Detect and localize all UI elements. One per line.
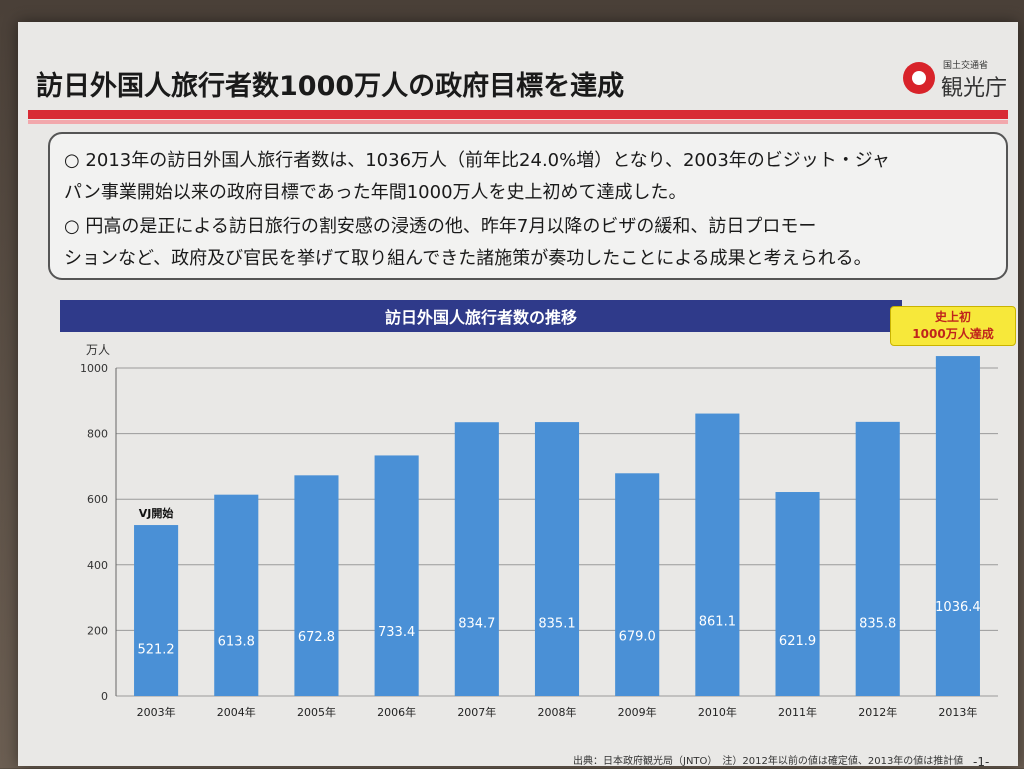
bar-value-label: 733.4 [378, 625, 415, 640]
callout-line-2: 1000万人達成 [912, 327, 994, 341]
bar [374, 455, 419, 696]
bar-value-label: 672.8 [298, 630, 335, 645]
x-tick-label: 2013年 [938, 705, 977, 719]
agency-logo: 国土交通省 観光庁 [903, 52, 1013, 104]
y-tick-label: 1000 [80, 362, 108, 375]
bar [134, 525, 179, 696]
page-number: -1- [973, 755, 990, 769]
summary-line: ションなど、政府及び官民を挙げて取り組んできた諸施策が奏功したことによる成果と考… [64, 248, 872, 269]
x-tick-label: 2007年 [457, 705, 496, 719]
title-rule [28, 110, 1008, 119]
summary-line: パン事業開始以来の政府目標であった年間1000万人を史上初めて達成した。 [64, 182, 687, 203]
bar-value-label: 835.1 [538, 617, 575, 632]
y-tick-label: 0 [101, 690, 108, 703]
bar [534, 422, 580, 696]
y-tick-label: 800 [87, 428, 108, 441]
slide-page: 訪日外国人旅行者数1000万人の政府目標を達成 国土交通省 観光庁 ○ 2013… [18, 22, 1018, 769]
y-tick-label: 600 [87, 493, 108, 506]
bar-value-label: 613.8 [218, 635, 255, 650]
bar [454, 422, 499, 696]
x-tick-label: 2012年 [858, 705, 897, 719]
bar-value-label: 521.2 [137, 642, 174, 657]
x-tick-label: 2009年 [618, 705, 657, 719]
y-axis-unit: 万人 [86, 343, 110, 357]
page-title: 訪日外国人旅行者数1000万人の政府目標を達成 [36, 71, 625, 102]
summary-line: ○ 円高の是正による訪日旅行の割安感の浸透の他、昨年7月以降のビザの緩和、訪日プ… [64, 216, 817, 237]
y-tick-label: 400 [87, 559, 108, 572]
logo-agency-name: 観光庁 [941, 76, 1008, 101]
vj-start-annotation: VJ開始 [139, 506, 174, 520]
title-rule-accent [28, 120, 1008, 124]
chart-title-banner: 訪日外国人旅行者数の推移 [60, 300, 902, 332]
bar [775, 492, 820, 696]
x-tick-label: 2004年 [217, 705, 256, 719]
logo-ministry-text: 国土交通省 [943, 61, 989, 71]
y-tick-label: 200 [87, 624, 108, 637]
x-tick-label: 2005年 [297, 705, 336, 719]
record-callout: 史上初 1000万人達成 [890, 306, 1016, 346]
source-note: 出典：日本政府観光局（JNTO） 注）2012年以前の値は確定値、2013年の値… [573, 756, 964, 767]
bar [695, 413, 740, 696]
logo-mark-icon [903, 62, 935, 94]
x-tick-label: 2003年 [137, 705, 176, 719]
x-tick-label: 2008年 [538, 705, 577, 719]
visitor-bar-chart: 万人 0 200 400 600 800 1000 521.2 2003年 VJ開始 613.8 20… [80, 343, 998, 719]
bar-value-label: 1036.4 [935, 600, 981, 615]
bar-value-label: 679.0 [619, 629, 656, 644]
x-tick-label: 2011年 [778, 705, 817, 719]
x-tick-label: 2006年 [377, 705, 416, 719]
bar-value-label: 621.9 [779, 634, 816, 649]
summary-line: ○ 2013年の訪日外国人旅行者数は、1036万人（前年比24.0%増）となり、… [64, 150, 890, 171]
bar-value-label: 861.1 [699, 614, 736, 629]
bar [615, 473, 660, 696]
bar-value-label: 834.7 [458, 617, 495, 632]
bar-value-label: 835.8 [859, 616, 896, 631]
summary-box: ○ 2013年の訪日外国人旅行者数は、1036万人（前年比24.0%増）となり、… [48, 132, 1008, 280]
bar [294, 475, 339, 696]
bar [935, 356, 980, 696]
bar [855, 421, 900, 696]
bar [214, 494, 259, 696]
callout-line-1: 史上初 [934, 310, 971, 324]
x-tick-label: 2010年 [698, 705, 737, 719]
